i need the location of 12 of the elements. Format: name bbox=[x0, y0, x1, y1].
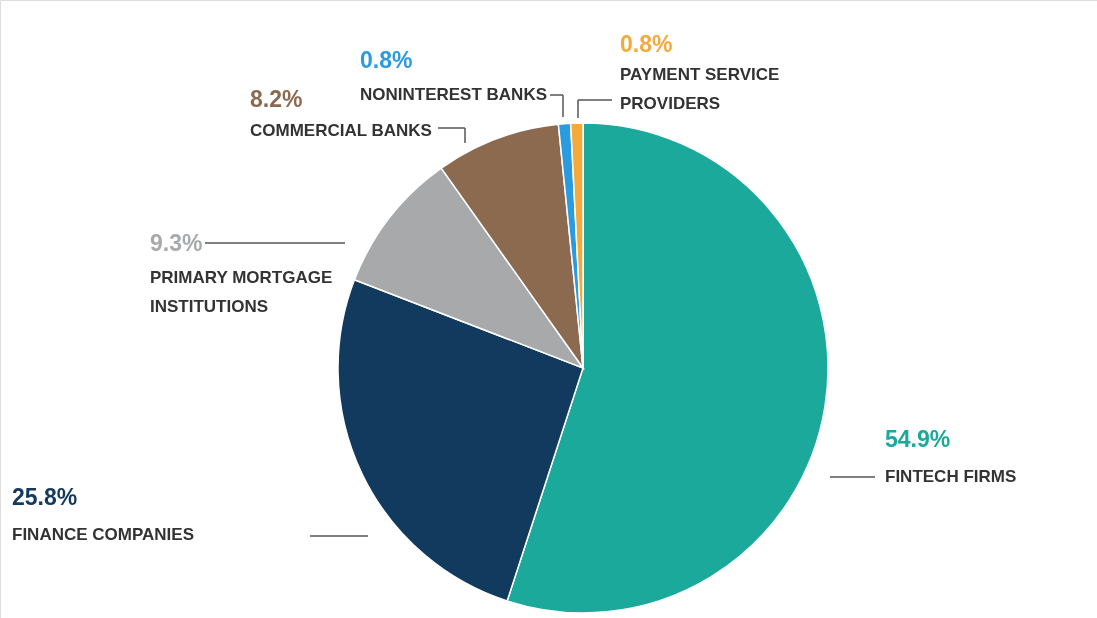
slice-label: NONINTEREST BANKS bbox=[360, 85, 548, 104]
data-label: 8.2% bbox=[250, 86, 303, 112]
slice-label: FINTECH FIRMS bbox=[885, 467, 1017, 486]
data-label: 25.8% bbox=[12, 484, 78, 510]
slice-label: FINANCE COMPANIES bbox=[12, 525, 194, 544]
slice-label: PRIMARY MORTGAGE INSTITUTIONS bbox=[150, 268, 333, 316]
data-label: 0.8% bbox=[620, 31, 673, 57]
data-label: 0.8% bbox=[360, 47, 413, 73]
data-label: 54.9% bbox=[885, 426, 951, 452]
slice-label: PAYMENT SERVICE PROVIDERS bbox=[620, 65, 780, 113]
slice-label: COMMERCIAL BANKS bbox=[250, 121, 432, 140]
data-label: 9.3% bbox=[150, 230, 203, 256]
